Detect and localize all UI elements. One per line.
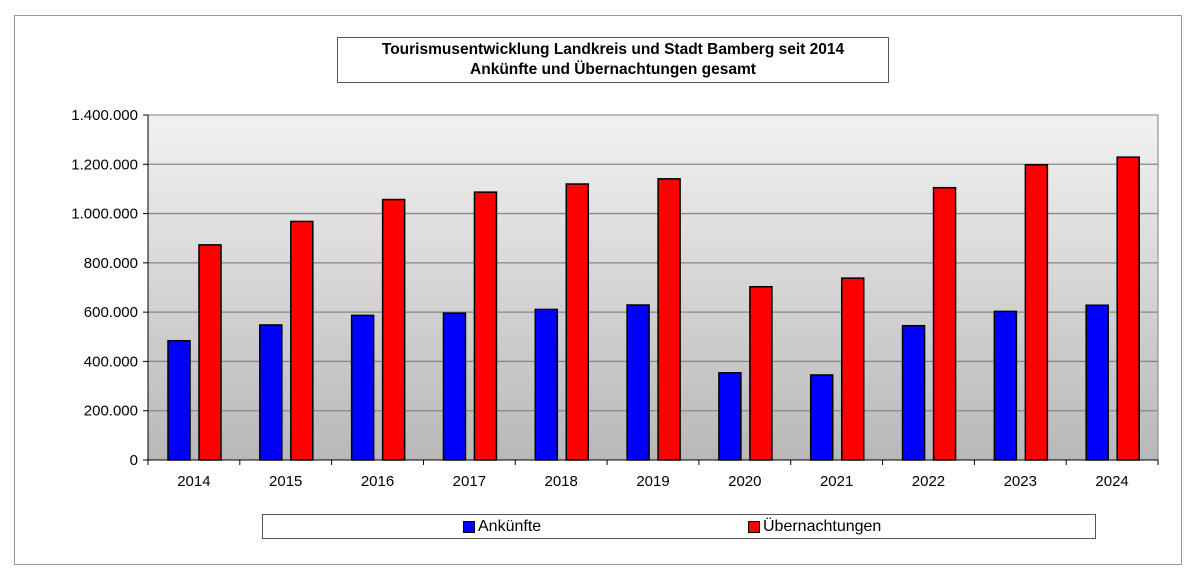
y-tick-label: 400.000 [84,353,138,370]
bar-uebernachtungen-2023 [1024,164,1049,461]
x-tick-label: 2017 [453,473,486,490]
title-line-1: Tourismusentwicklung Landkreis und Stadt… [381,41,845,58]
bar-ankuenfte-2019 [626,304,650,461]
y-tick-label: 800.000 [84,255,138,272]
y-tick-label: 1.400.000 [71,107,138,124]
x-tick-label: 2021 [820,473,853,490]
bar-ankuenfte-2017 [442,312,467,461]
bar-ankuenfte-2022 [901,324,926,461]
legend-label: Übernachtungen [763,518,882,535]
bar-ankuenfte-2018 [534,308,559,461]
bar-uebernachtungen-2016 [381,198,406,461]
chart-title: Tourismusentwicklung Landkreis und Stadt… [337,37,889,83]
bar-ankuenfte-2023 [993,310,1018,461]
y-tick-label: 200.000 [84,403,138,420]
title-line-2: Ankünfte und Übernachtungen gesamt [470,61,756,78]
x-tick-label: 2023 [1004,473,1037,490]
bar-uebernachtungen-2024 [1116,156,1140,461]
y-tick-label: 1.200.000 [71,156,138,173]
legend-label: Ankünfte [478,518,542,535]
bar-uebernachtungen-2021 [840,277,865,461]
legend-swatch [463,521,475,533]
bar-uebernachtungen-2022 [932,186,957,461]
bar-ankuenfte-2014 [167,339,191,461]
bar-ankuenfte-2016 [350,314,375,461]
x-tick-label: 2020 [728,473,761,490]
plot-area [147,114,1159,461]
bar-uebernachtungen-2019 [657,178,681,461]
x-tick-label: 2024 [1095,473,1128,490]
x-tick-label: 2022 [912,473,945,490]
bar-uebernachtungen-2018 [565,183,590,461]
legend-swatch [748,521,760,533]
legend-item-uebernachtungen: Übernachtungen [748,518,881,536]
y-tick-label: 600.000 [84,304,138,321]
legend: Ankünfte Übernachtungen [262,514,1096,539]
bar-uebernachtungen-2015 [290,220,314,461]
x-tick-label: 2019 [636,473,669,490]
x-tick-label: 2014 [177,473,210,490]
bar-uebernachtungen-2020 [749,286,773,461]
bar-ankuenfte-2020 [718,372,742,461]
legend-item-ankuenfte: Ankünfte [463,518,541,536]
y-tick-label: 0 [130,452,138,469]
x-tick-label: 2015 [269,473,302,490]
chart-frame [14,15,1182,565]
bar-uebernachtungen-2014 [198,244,222,461]
bar-ankuenfte-2015 [259,324,283,461]
x-tick-label: 2016 [361,473,394,490]
x-tick-label: 2018 [544,473,577,490]
bar-ankuenfte-2024 [1085,304,1109,461]
bar-ankuenfte-2021 [809,374,834,461]
bar-uebernachtungen-2017 [473,191,498,461]
y-tick-label: 1.000.000 [71,206,138,223]
